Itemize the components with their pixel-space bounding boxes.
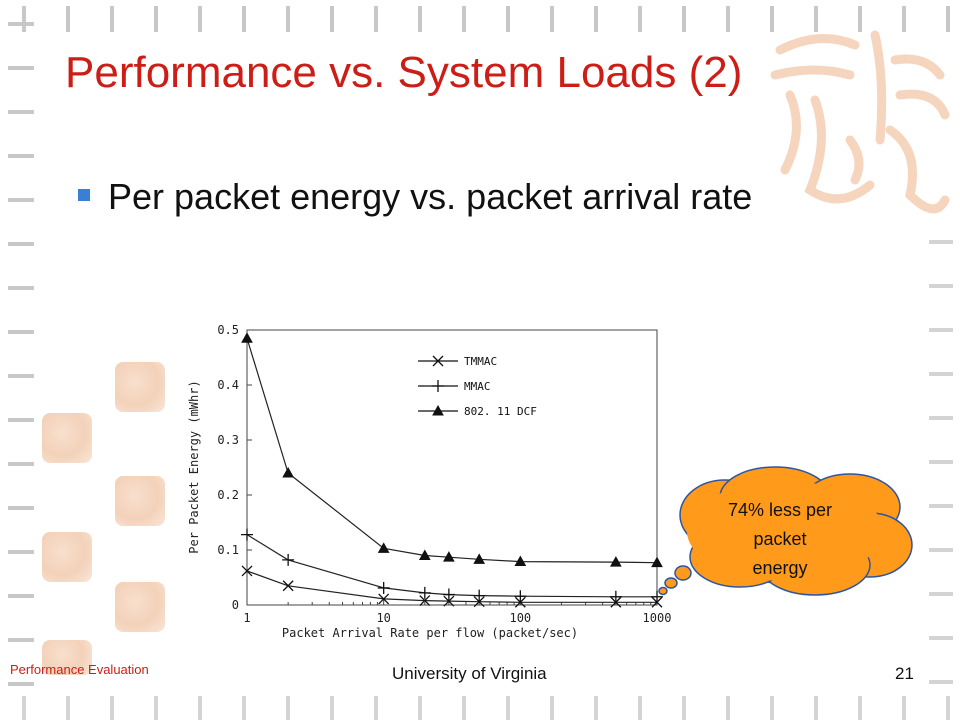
- legend: TMMAC MMAC 802. 11 DCF: [418, 355, 537, 418]
- data-point-triangle-marker: [377, 542, 390, 553]
- x-axis-label: Packet Arrival Rate per flow (packet/sec…: [282, 626, 578, 640]
- data-point-triangle-marker: [610, 556, 622, 567]
- x-axis-ticks: 1 10 100 1000: [243, 599, 671, 625]
- callout-line-1: 74% less per: [728, 500, 832, 520]
- bullet-text: Per packet energy vs. packet arrival rat…: [108, 176, 753, 217]
- y-tick-label: 0.4: [217, 378, 239, 392]
- data-point-triangle-marker: [282, 466, 294, 478]
- x-tick-label: 1000: [643, 611, 672, 625]
- legend-label: TMMAC: [464, 355, 497, 368]
- calligraphy-seal-2: [42, 413, 92, 463]
- calligraphy-seal-1: [115, 362, 165, 412]
- y-tick-label: 0.3: [217, 433, 239, 447]
- data-point-triangle-marker: [432, 404, 444, 416]
- calligraphy-seal-5: [115, 582, 165, 632]
- series-layer: [241, 332, 663, 608]
- footer-section-label: Performance Evaluation: [10, 662, 149, 677]
- data-point-x-marker: [282, 580, 294, 592]
- legend-entry: TMMAC: [418, 355, 497, 368]
- x-tick-label: 10: [376, 611, 390, 625]
- y-axis-ticks: 0 0.1 0.2 0.3 0.4 0.5: [217, 323, 252, 612]
- callout-line-3: energy: [752, 558, 807, 578]
- series-triangle: [241, 332, 663, 568]
- thought-bubble-body: [687, 481, 883, 581]
- chart-container: 1 10 100 1000 0 0.1 0.2 0.3 0.4 0.5 TMMAC MMAC 802…: [180, 315, 680, 645]
- slide-title: Performance vs. System Loads (2): [65, 48, 743, 97]
- thought-bubble-tail-large: [674, 565, 692, 581]
- y-tick-label: 0.5: [217, 323, 239, 337]
- plot-area-frame: [246, 329, 658, 606]
- data-point-triangle-marker: [514, 555, 527, 567]
- data-point-x-marker: [473, 596, 485, 608]
- data-point-triangle-marker: [651, 556, 663, 568]
- calligraphy-seal-large: [770, 30, 950, 214]
- data-point-plus-marker: [432, 380, 444, 392]
- data-point-x-marker: [241, 565, 253, 577]
- data-point-triangle-marker: [418, 549, 431, 560]
- data-point-plus-marker: [282, 553, 295, 566]
- y-tick-label: 0.2: [217, 488, 239, 502]
- data-point-plus-marker: [418, 586, 431, 599]
- series-plus: [241, 528, 663, 603]
- data-point-x-marker: [514, 596, 526, 608]
- background-dash-row-top: [0, 0, 960, 40]
- background-dash-column-right: [925, 240, 955, 720]
- data-point-x-marker: [419, 595, 431, 607]
- data-point-plus-marker: [651, 590, 663, 603]
- page-number: 21: [895, 664, 914, 683]
- y-axis-label: Per Packet Energy (mWhr): [187, 380, 201, 553]
- series-x: [241, 565, 663, 608]
- legend-entry: 802. 11 DCF: [418, 404, 537, 418]
- x-tick-label: 1: [243, 611, 250, 625]
- data-point-triangle-marker: [473, 553, 486, 564]
- x-tick-label: 100: [509, 611, 531, 625]
- thought-bubble-tail-medium: [664, 577, 678, 589]
- data-point-plus-marker: [377, 581, 390, 594]
- calligraphy-seal-3: [115, 476, 165, 526]
- y-tick-label: 0.1: [217, 543, 239, 557]
- data-point-plus-marker: [241, 528, 253, 541]
- y-tick-label: 0: [232, 598, 239, 612]
- callout-thought-bubble: 74% less per packet energy: [658, 466, 913, 596]
- footer-institution: University of Virginia: [392, 664, 547, 683]
- data-point-triangle-marker: [241, 332, 253, 343]
- legend-label: MMAC: [464, 380, 491, 393]
- data-point-plus-marker: [609, 590, 622, 603]
- data-point-triangle-marker: [443, 551, 455, 562]
- data-point-x-marker: [432, 355, 444, 367]
- data-point-plus-marker: [442, 588, 455, 601]
- data-point-plus-marker: [514, 590, 527, 603]
- background-dash-column-left: [0, 0, 40, 720]
- legend-entry: MMAC: [418, 380, 491, 393]
- calligraphy-seal-4: [42, 532, 92, 582]
- callout-line-2: packet: [753, 529, 806, 549]
- data-point-plus-marker: [473, 589, 486, 602]
- energy-line-chart: 1 10 100 1000 0 0.1 0.2 0.3 0.4 0.5 TMMAC MMAC 802…: [187, 323, 671, 640]
- thought-bubble-tail-small: [658, 586, 668, 596]
- legend-label: 802. 11 DCF: [464, 405, 537, 418]
- background-dash-row-bottom: [0, 690, 960, 720]
- calligraphy-seal-6: [42, 640, 92, 675]
- data-point-x-marker: [443, 595, 455, 607]
- data-point-x-marker: [378, 593, 390, 605]
- bullet-square-icon: [78, 189, 90, 201]
